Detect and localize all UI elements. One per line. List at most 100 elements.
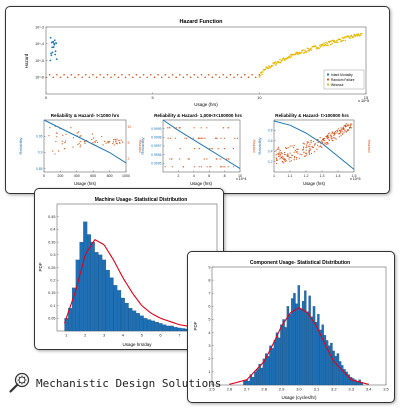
rel1-hazard-point [62,134,64,136]
hazard-point-2 [297,53,300,55]
hazard-point-2 [275,62,278,65]
rel3-hazard-point [304,155,307,157]
rel3-hazard-point [331,131,333,133]
histogram-bar [288,314,292,386]
hazard-point-0 [55,58,58,61]
hazard-point-0 [53,43,56,46]
rel3-hazard-point [294,150,296,152]
rel3-hazard-point [306,143,308,145]
rel3-hazard-point [334,130,336,133]
hazard-point-2 [324,43,327,46]
component-bars [229,285,369,386]
rel2-hazard-point [178,127,180,129]
histogram-bar [293,293,296,386]
hazard-plot-area [45,26,367,95]
rel2-hazard-point [164,166,166,168]
histogram-bar [338,361,342,386]
hazard-point-1 [131,76,134,79]
rel1-hazard-point [76,132,78,134]
legend-label-infant: Infant Mortality [331,73,353,77]
rel3-hazard-point [285,146,287,149]
histogram-bar [271,348,274,386]
rel3-hazard-point [328,139,330,142]
hazard-ytick-label: 10^-6 [35,76,44,80]
rel1-hazard-point [61,143,64,145]
hist-ytick-label: 0.1 [50,304,55,308]
rel3-hazard-point [283,162,285,164]
rel2-title: Reliability & Hazard- 1,000<t<100000 hrs [154,113,242,118]
hazard-point-1 [146,76,149,79]
rel1-xtick-label: 1000 [122,174,130,178]
hazard-point-0 [49,36,52,39]
histogram-bar [254,371,257,386]
rel3-hazard-point [306,141,308,143]
hazard-point-2 [301,49,304,52]
rel3-hazard-point [345,131,348,133]
hist-ytick-label: 0.05 [48,317,55,321]
rel3-hazard-point [336,129,338,131]
rel3-hazard-point [338,136,340,138]
hazard-xlabel: Usage (hrs) [194,102,218,107]
rel3-hazard-point [329,132,331,134]
rel3-ylabel-right: Hazard [367,140,372,153]
hazard-point-1 [124,76,127,79]
rel3-hazard-point [330,136,332,138]
histogram-bar [109,277,114,332]
rel3-hazard-point [305,152,308,154]
histogram-bar [247,380,250,386]
rel3-hazard-point [331,140,333,142]
rel2-hazard-point [179,148,181,150]
rel2-hazard-point [179,127,181,129]
rel3-hazard-point [305,146,307,149]
hazard-point-0 [52,40,55,43]
rel2-hazard-point [210,166,212,168]
histogram-bar [117,290,122,332]
rel1-hazard-point [118,139,120,141]
histogram-bar [319,329,322,386]
rel3-hazard-point [302,142,304,144]
rel3-hazard-point [280,156,282,159]
rel3-hazard-point [302,149,304,151]
machine-bars [64,221,218,332]
rel3-hazard-point [289,145,291,147]
rel3-hazard-point [327,135,329,137]
histogram-bar [314,321,318,386]
histogram-bar [317,314,320,386]
rel3-hazard-point [347,128,349,131]
hazard-point-2 [350,34,353,37]
rel2-hazard-point [219,166,222,168]
rel3-hazard-point [292,146,295,149]
rel2-hazard-point [219,158,221,160]
rel3-hazard-point [340,131,342,133]
hazard-point-1 [103,76,105,79]
rel3-hazard-point [308,152,310,154]
hazard-point-2 [297,51,299,54]
histogram-bar [75,259,80,332]
rel3-hazard-point [343,131,345,133]
rel1-hazard-point [72,137,75,139]
rel1-ytick-right-label: 2 [128,157,130,161]
hazard-point-0 [50,54,53,57]
rel2-ytick-label: 0.9997 [151,144,161,148]
hazard-point-2 [275,64,277,66]
hist-xtick-label: 6 [159,333,162,338]
rel3-hazard-point [301,154,303,156]
rel3-hazard-point [340,135,342,137]
histogram-bar [147,319,152,332]
rel1-hazard-point [72,146,74,148]
histogram-bar [332,350,335,386]
histogram-bar [128,308,133,332]
hazard-point-2 [283,59,286,61]
hist-ytick-label: 0.45 [48,215,55,219]
hazard-point-1 [225,76,228,79]
hazard-point-1 [106,74,109,76]
histogram-bar [139,315,144,332]
rel1-ylabel-right: Hazard [138,140,143,153]
rel3-hazard-point [344,129,346,131]
hazard-point-2 [330,43,332,46]
rel3-hazard-point [282,158,285,160]
rel3-hazard-point [283,157,285,159]
reliability-figure: Hazard Function 0 5 10 1510^-310^-410^-510^… [18,19,372,186]
hazard-point-1 [88,76,91,79]
rel3-hazard-point [280,152,282,154]
